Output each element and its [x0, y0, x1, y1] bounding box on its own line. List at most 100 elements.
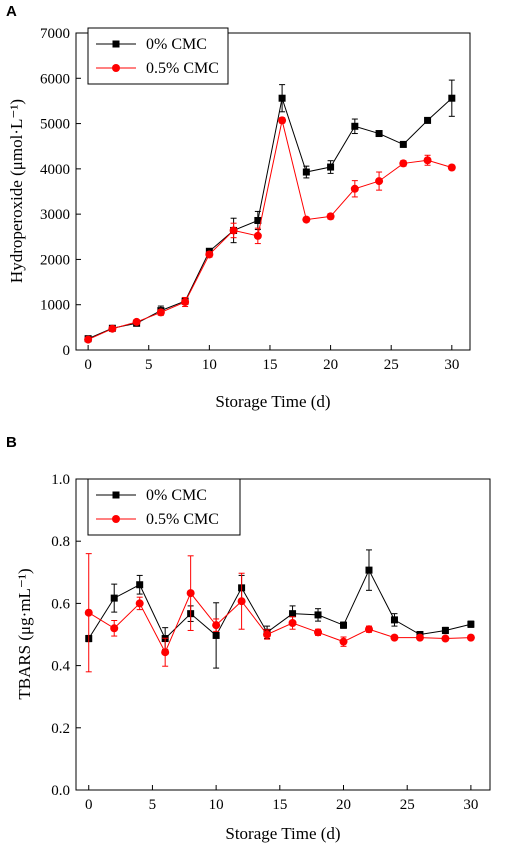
- data-point: [375, 177, 384, 186]
- panel-b-letter: B: [6, 434, 17, 451]
- plot-frame: [75, 478, 491, 791]
- data-point: [339, 637, 348, 646]
- plot-frame: [75, 32, 471, 351]
- data-point: [326, 212, 335, 221]
- legend-label: 0% CMC: [146, 487, 207, 504]
- data-point: [314, 628, 323, 637]
- data-point: [205, 250, 214, 259]
- data-point: [351, 122, 359, 130]
- data-point: [447, 163, 456, 172]
- data-point: [181, 297, 190, 306]
- y-tick-label: 0.8: [51, 534, 70, 550]
- data-point: [237, 597, 246, 606]
- x-tick-label: 5: [145, 357, 153, 373]
- panel-a-chart: A 0 1000 2000 3000 4000 5000 6000 7000 0 5 10 15 20 2…: [6, 3, 471, 411]
- y-axis-title: TBARS (μg·mL⁻¹): [15, 568, 34, 699]
- x-tick-label: 25: [384, 357, 399, 373]
- data-point: [110, 594, 118, 602]
- y-tick-label: 6000: [40, 71, 70, 87]
- data-point: [424, 116, 432, 124]
- x-axis-title: Storage Time (d): [225, 824, 340, 843]
- y-tick-label: 5000: [40, 117, 70, 133]
- data-point: [350, 184, 359, 193]
- legend-box: [87, 27, 229, 85]
- series-line: [88, 568, 472, 640]
- x-tick-label: 0: [84, 357, 92, 373]
- series-line: [88, 592, 471, 654]
- data-point: [212, 631, 220, 639]
- series-cmc: [84, 553, 475, 673]
- legend-marker-circle: [112, 515, 120, 523]
- data-point: [278, 116, 287, 125]
- data-point: [302, 215, 311, 224]
- legend-marker-square: [112, 491, 120, 499]
- series-control: [84, 79, 456, 343]
- x-tick-label: 0: [85, 797, 93, 813]
- y-tick-label: 1000: [40, 298, 70, 314]
- y-tick-label: 2000: [40, 252, 70, 268]
- data-point: [340, 621, 348, 629]
- legend: 0% CMC 0.5% CMC: [87, 478, 241, 536]
- x-tick-label: 5: [149, 797, 157, 813]
- y-tick-label: 1.0: [51, 472, 70, 488]
- data-point: [399, 140, 407, 148]
- data-point: [423, 156, 432, 165]
- legend-marker-square: [112, 40, 120, 48]
- data-point: [156, 308, 165, 317]
- legend-label: 0.5% CMC: [146, 511, 219, 528]
- x-tick-label: 20: [336, 797, 351, 813]
- y-tick-label: 4000: [40, 162, 70, 178]
- y-tick-label: 7000: [40, 26, 70, 42]
- data-point: [441, 634, 450, 643]
- y-axis-title: Hydroperoxide (μmol·L⁻¹): [7, 99, 26, 283]
- data-point: [365, 566, 373, 574]
- series-line: [87, 120, 452, 341]
- x-tick-label: 10: [209, 797, 224, 813]
- data-point: [161, 648, 170, 657]
- data-point: [466, 633, 475, 642]
- data-point: [110, 624, 119, 633]
- panel-b-chart: B 0.0 0.2 0.4 0.6 0.8 1.0 0 5 10 15 20 25 30 Storage …: [6, 434, 491, 843]
- x-tick-label: 15: [272, 797, 287, 813]
- legend-marker-circle: [112, 64, 120, 72]
- y-tick-label: 0: [63, 343, 71, 359]
- data-point: [390, 616, 398, 624]
- data-point: [327, 163, 335, 171]
- data-point: [314, 611, 322, 619]
- y-tick-label: 0.4: [51, 659, 70, 675]
- x-tick-label: 10: [202, 357, 217, 373]
- legend-label: 0.5% CMC: [146, 60, 219, 77]
- data-point: [288, 618, 297, 627]
- data-point: [302, 168, 310, 176]
- x-tick-label: 20: [323, 357, 338, 373]
- data-point: [136, 581, 144, 589]
- data-point: [84, 608, 93, 617]
- x-tick-label: 15: [262, 357, 277, 373]
- data-point: [289, 610, 297, 618]
- data-point: [229, 226, 238, 235]
- x-tick-label: 30: [463, 797, 478, 813]
- x-tick-label: 30: [444, 357, 459, 373]
- data-point: [263, 630, 272, 639]
- data-point: [390, 633, 399, 642]
- series-cmc: [84, 116, 456, 344]
- x-axis-title: Storage Time (d): [215, 392, 330, 411]
- data-point: [415, 633, 424, 642]
- data-point: [254, 216, 262, 224]
- data-point: [375, 130, 383, 138]
- data-point: [132, 317, 141, 326]
- data-point: [467, 620, 475, 628]
- legend: 0% CMC 0.5% CMC: [87, 27, 229, 85]
- data-point: [448, 94, 456, 102]
- data-point: [253, 231, 262, 240]
- series-control: [85, 549, 475, 669]
- data-point: [441, 626, 449, 634]
- series-line: [87, 96, 453, 340]
- y-tick-label: 3000: [40, 207, 70, 223]
- data-point: [364, 625, 373, 634]
- legend-box: [87, 478, 241, 536]
- y-tick-label: 0.0: [51, 783, 70, 799]
- legend-label: 0% CMC: [146, 36, 207, 53]
- x-tick-label: 25: [400, 797, 415, 813]
